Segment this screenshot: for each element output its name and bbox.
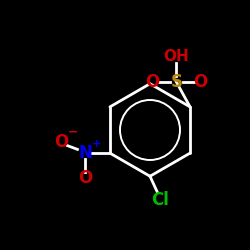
Text: +: + xyxy=(92,138,101,148)
Text: O: O xyxy=(146,73,160,91)
Text: Cl: Cl xyxy=(151,191,169,209)
Text: S: S xyxy=(170,73,182,91)
Text: OH: OH xyxy=(164,50,189,64)
Text: O: O xyxy=(193,73,207,91)
Text: O: O xyxy=(54,133,68,151)
Text: O: O xyxy=(78,169,92,187)
Text: −: − xyxy=(68,126,78,139)
Text: N: N xyxy=(78,144,92,162)
